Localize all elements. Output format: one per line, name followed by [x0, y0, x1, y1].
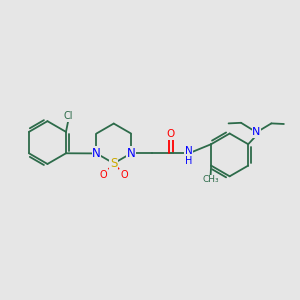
Text: Cl: Cl: [64, 111, 73, 122]
Text: O: O: [120, 170, 128, 180]
Text: S: S: [110, 157, 117, 170]
Text: N: N: [92, 147, 101, 160]
Text: N: N: [127, 147, 135, 160]
Text: CH₃: CH₃: [202, 176, 219, 184]
Text: N: N: [185, 146, 193, 156]
Text: H: H: [185, 156, 192, 167]
Text: O: O: [100, 170, 107, 180]
Text: N: N: [252, 127, 261, 137]
Text: O: O: [167, 129, 175, 139]
